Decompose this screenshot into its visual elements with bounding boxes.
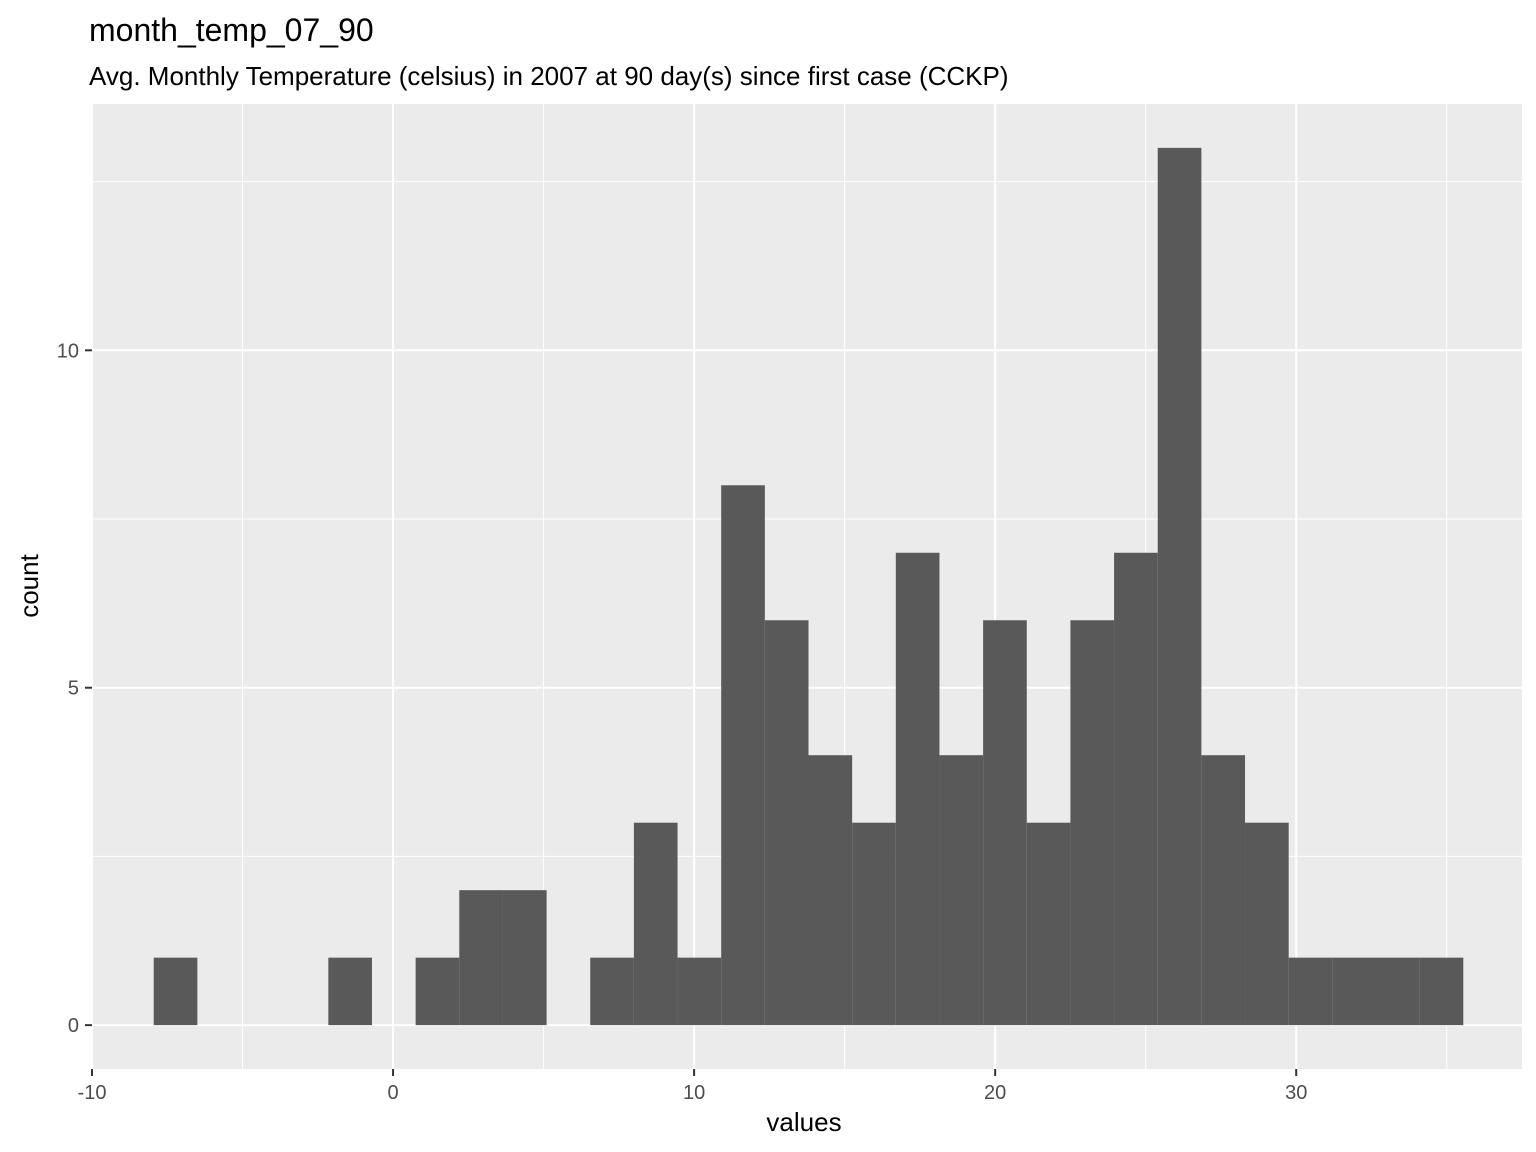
histogram-bar (1114, 552, 1158, 1026)
histogram-bar (939, 755, 984, 1026)
x-tick-label: -10 (78, 1082, 107, 1104)
histogram-bar (721, 485, 765, 1026)
x-tick-label: 20 (984, 1082, 1006, 1104)
histogram-bar (1245, 822, 1289, 1026)
histogram-bar (502, 890, 547, 1026)
chart-title: month_temp_07_90 (89, 12, 374, 48)
x-axis: -10 0 10 20 30 (78, 1069, 1307, 1104)
y-tick-label: 0 (68, 1015, 79, 1037)
histogram-bar (1157, 147, 1202, 1026)
histogram-bar (153, 957, 198, 1026)
histogram-bar (852, 822, 896, 1026)
y-axis: 0 5 10 (57, 340, 92, 1037)
histogram-bar (895, 552, 940, 1026)
histogram-bars (153, 147, 1464, 1026)
histogram-bar (415, 957, 460, 1026)
histogram-bar (328, 957, 372, 1026)
chart-subtitle: Avg. Monthly Temperature (celsius) in 20… (89, 61, 1009, 91)
histogram-bar (808, 755, 853, 1026)
x-tick-label: 30 (1285, 1082, 1307, 1104)
histogram-bar (764, 620, 809, 1026)
histogram-bar (1026, 822, 1071, 1026)
histogram-bar (590, 957, 634, 1026)
histogram-bar (1332, 957, 1376, 1026)
histogram-bar (983, 620, 1027, 1026)
minor-grid (92, 104, 1522, 1069)
histogram-bar (1419, 957, 1464, 1026)
histogram-bar (1288, 957, 1333, 1026)
y-axis-title: count (14, 553, 44, 617)
x-axis-title: values (766, 1107, 841, 1137)
histogram-bar (1201, 755, 1246, 1026)
histogram-bar (677, 957, 722, 1026)
histogram-bar (633, 822, 678, 1026)
y-tick-label: 10 (57, 340, 79, 362)
x-tick-label: 10 (683, 1082, 705, 1104)
histogram-bar (1070, 620, 1115, 1026)
histogram-bar (1375, 957, 1420, 1026)
y-tick-label: 5 (68, 678, 79, 700)
x-tick-label: 0 (387, 1082, 398, 1104)
histogram-bar (459, 890, 503, 1026)
